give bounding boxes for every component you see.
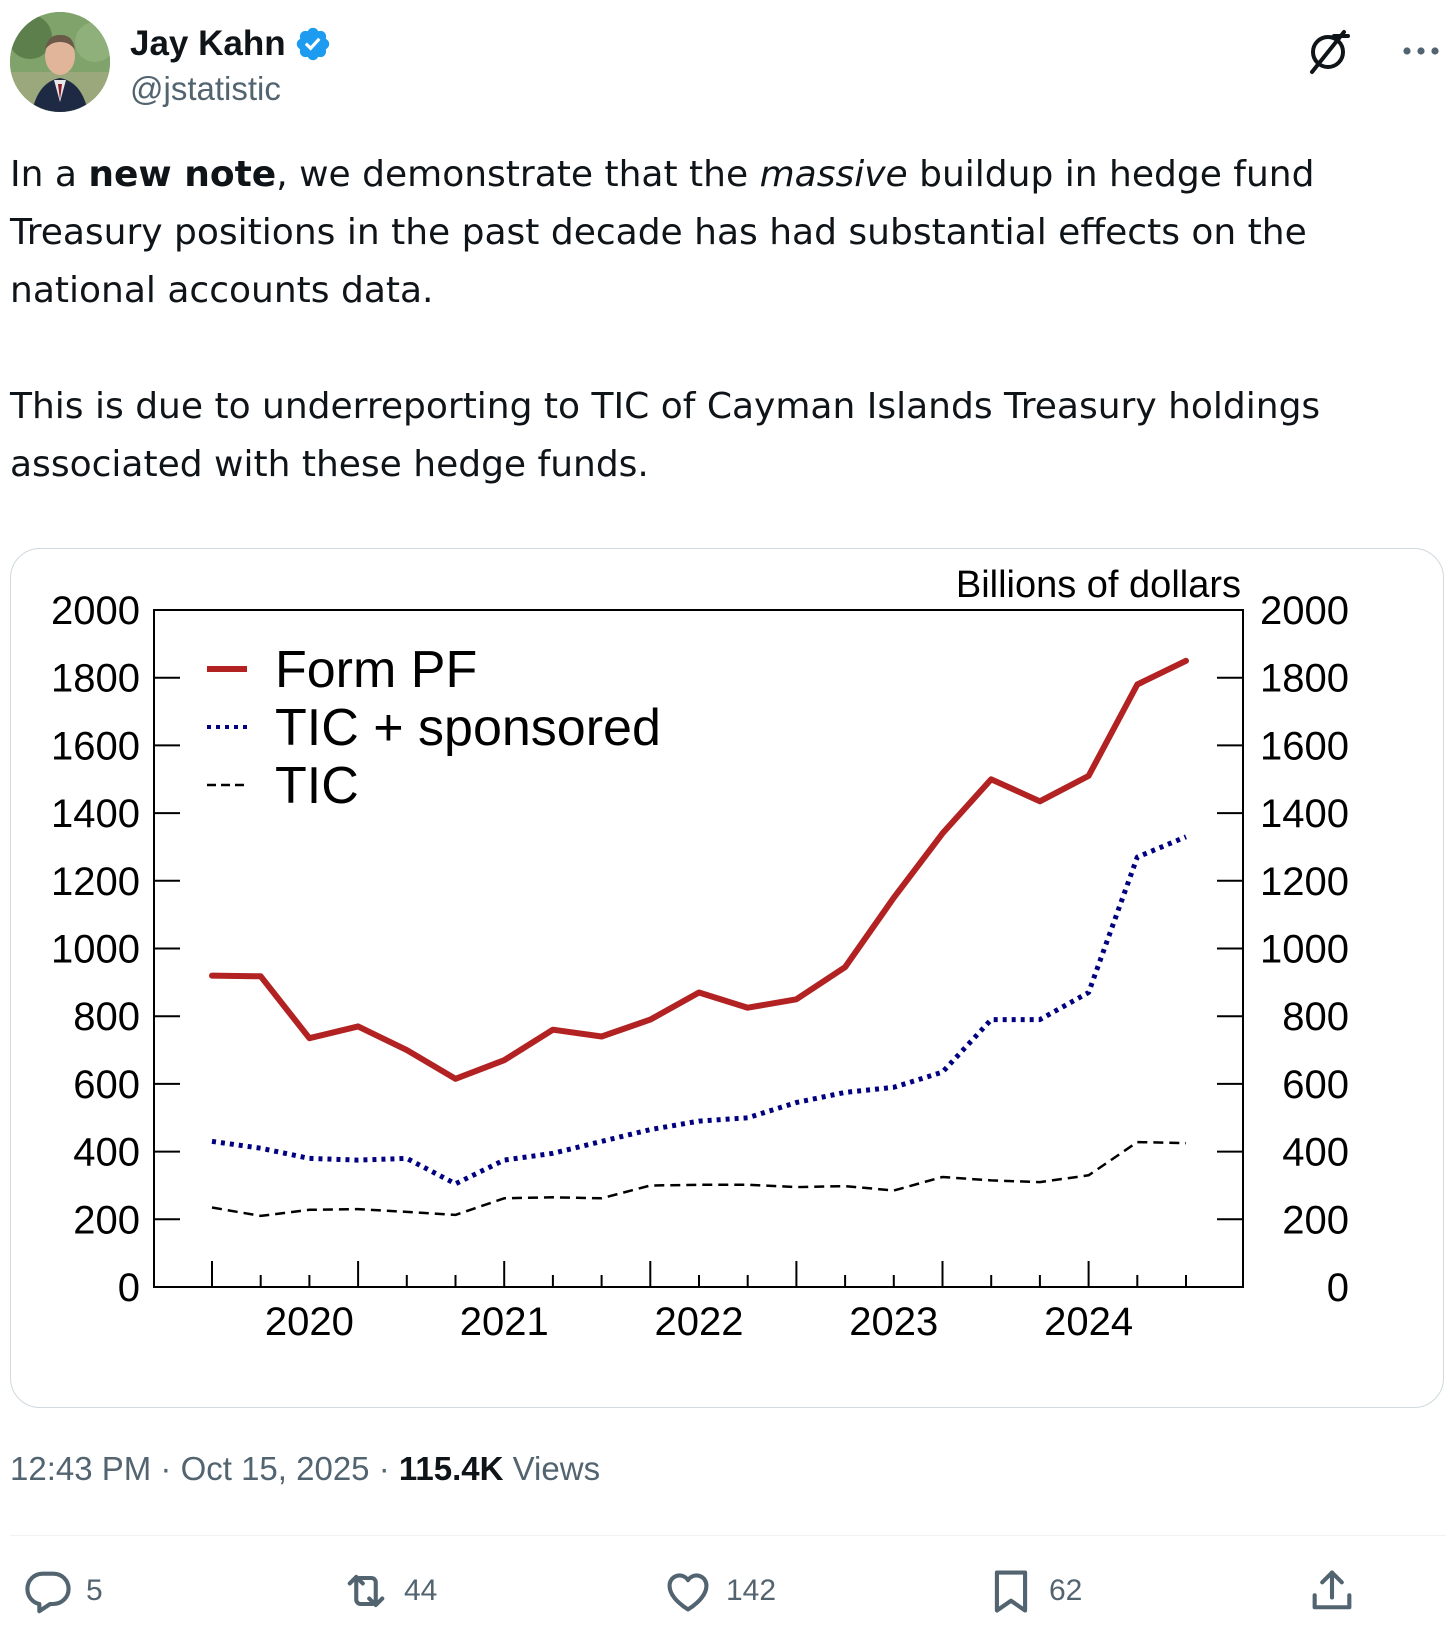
y-tick-label-right: 2000 bbox=[1260, 589, 1349, 633]
tweet-paragraph-2: This is due to underreporting to TIC of … bbox=[10, 386, 1321, 485]
tweet-meta: 12:43 PM · Oct 15, 2025 · 115.4K Views bbox=[10, 1450, 600, 1488]
y-tick-label-right: 0 bbox=[1327, 1266, 1349, 1310]
text-run: buildup in hedge fund Treasury positions… bbox=[10, 154, 1315, 311]
x-tick-label: 2020 bbox=[265, 1300, 354, 1344]
tweet-time[interactable]: 12:43 PM bbox=[10, 1450, 152, 1487]
x-axis-ticks: 2020 2021 2022 2023 2024 bbox=[211, 1261, 1187, 1344]
text-italic: massive bbox=[759, 154, 908, 195]
bookmark-icon bbox=[994, 1570, 1028, 1613]
series-line-2 bbox=[211, 834, 1187, 1187]
y-tick-label-left: 200 bbox=[73, 1198, 140, 1242]
views-label: Views bbox=[503, 1450, 601, 1487]
y-tick-label-right: 1200 bbox=[1260, 860, 1349, 904]
name-row: Jay Kahn bbox=[130, 24, 332, 64]
y-tick-label-right: 1000 bbox=[1260, 928, 1349, 972]
legend-label: TIC bbox=[275, 757, 359, 815]
y-tick-label-left: 1600 bbox=[51, 724, 140, 768]
more-icon[interactable] bbox=[1396, 26, 1446, 76]
tweet-paragraph-1: In a new note, we demonstrate that the m… bbox=[10, 146, 1410, 320]
y-tick-label-right: 1800 bbox=[1260, 657, 1349, 701]
reply-count: 5 bbox=[86, 1574, 103, 1607]
tweet-text: In a new note, we demonstrate that the m… bbox=[10, 146, 1410, 494]
y-tick-label-left: 1000 bbox=[51, 928, 140, 972]
share-button[interactable] bbox=[1306, 1565, 1358, 1617]
y-tick-label-right: 800 bbox=[1282, 995, 1349, 1039]
display-name[interactable]: Jay Kahn bbox=[130, 24, 286, 63]
y-tick-label-left: 600 bbox=[73, 1063, 140, 1107]
avatar[interactable] bbox=[10, 12, 110, 112]
text-bold: new note bbox=[88, 154, 277, 195]
repost-button[interactable]: 44 bbox=[340, 1565, 437, 1617]
reply-icon bbox=[25, 1571, 71, 1614]
y-tick-label-right: 200 bbox=[1282, 1198, 1349, 1242]
y-tick-label-left: 1800 bbox=[51, 657, 140, 701]
y-tick-label-left: 0 bbox=[118, 1266, 140, 1310]
legend-label: TIC + sponsored bbox=[275, 699, 661, 757]
repost-count: 44 bbox=[404, 1574, 438, 1607]
share-icon bbox=[1312, 1570, 1352, 1610]
heart-icon bbox=[667, 1573, 709, 1612]
chart-series bbox=[209, 657, 1189, 1218]
series-line-3 bbox=[211, 1140, 1187, 1218]
avatar-photo bbox=[10, 12, 110, 112]
y-tick-label-right: 1600 bbox=[1260, 724, 1349, 768]
y-tick-label-left: 1200 bbox=[51, 860, 140, 904]
units-label: Billions of dollars bbox=[956, 564, 1241, 606]
y-tick-label-left: 2000 bbox=[51, 589, 140, 633]
verified-badge-icon bbox=[296, 27, 329, 61]
y-tick-label-left: 800 bbox=[73, 995, 140, 1039]
bookmark-button[interactable]: 62 bbox=[985, 1565, 1082, 1617]
reply-button[interactable]: 5 bbox=[22, 1565, 103, 1617]
bookmark-count: 62 bbox=[1049, 1574, 1083, 1607]
separator: · bbox=[369, 1450, 399, 1487]
x-tick-label: 2024 bbox=[1044, 1300, 1133, 1344]
y-tick-label-left: 1400 bbox=[51, 792, 140, 836]
tweet-date[interactable]: Oct 15, 2025 bbox=[180, 1450, 370, 1487]
y-tick-label-right: 400 bbox=[1282, 1131, 1349, 1175]
like-button[interactable]: 142 bbox=[662, 1565, 776, 1617]
y-axis-ticks: 0 0 200 200 400 400 600 600 800 800 1000 1000 1200 12… bbox=[51, 589, 1349, 1310]
separator: · bbox=[151, 1450, 181, 1487]
text-run: , we demonstrate that the bbox=[276, 154, 760, 195]
x-tick-label: 2022 bbox=[655, 1300, 744, 1344]
x-tick-label: 2021 bbox=[460, 1300, 549, 1344]
line-chart: 0 0 200 200 400 400 600 600 800 800 1000 1000 1200 12… bbox=[51, 564, 1349, 1344]
text-run: In a bbox=[10, 154, 89, 195]
tweet-header: Jay Kahn @jstatistic bbox=[10, 12, 1446, 116]
y-tick-label-left: 400 bbox=[73, 1131, 140, 1175]
handle[interactable]: @jstatistic bbox=[130, 70, 281, 107]
action-bar: 5 44 142 62 bbox=[10, 1565, 1446, 1639]
y-tick-label-right: 600 bbox=[1282, 1063, 1349, 1107]
y-tick-label-right: 1400 bbox=[1260, 792, 1349, 836]
grok-icon[interactable] bbox=[1304, 26, 1354, 76]
tweet-media-chart[interactable]: 0 0 200 200 400 400 600 600 800 800 1000 1000 1200 12… bbox=[10, 548, 1444, 1408]
like-count: 142 bbox=[726, 1574, 777, 1607]
legend-label: Form PF bbox=[275, 641, 477, 699]
views-count: 115.4K bbox=[398, 1450, 504, 1487]
divider bbox=[10, 1535, 1446, 1536]
repost-icon bbox=[347, 1574, 385, 1608]
x-tick-label: 2023 bbox=[849, 1300, 938, 1344]
